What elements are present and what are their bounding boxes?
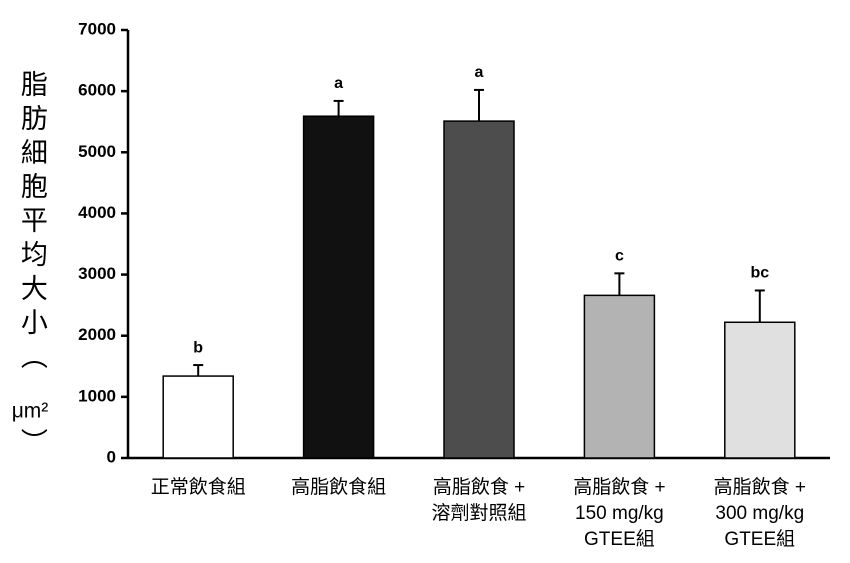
x-tick-label: 正常飲食組 <box>151 476 246 498</box>
x-tick-label: 高脂飲食 + <box>433 476 525 498</box>
y-axis-label-unit: μm² <box>12 400 49 423</box>
y-tick-label: 5000 <box>78 142 116 161</box>
significance-label: b <box>193 339 203 356</box>
y-tick-label: 4000 <box>78 203 116 222</box>
bar <box>162 375 234 459</box>
x-tick-label: 150 mg/kg <box>575 503 664 524</box>
y-tick-label: 2000 <box>78 325 116 344</box>
y-axis-label-end: ） <box>17 428 48 455</box>
y-axis-label: 脂肪細胞平均大小（ <box>17 70 48 376</box>
y-tick-label: 1000 <box>78 386 116 405</box>
x-tick-label: 溶劑對照組 <box>431 502 526 524</box>
x-tick-label: GTEE組 <box>724 528 795 550</box>
x-tick-label: GTEE組 <box>584 528 655 550</box>
bar <box>443 120 515 459</box>
y-tick-label: 3000 <box>78 264 116 283</box>
significance-label: a <box>334 75 343 92</box>
bar <box>302 115 375 459</box>
x-tick-label: 300 mg/kg <box>715 503 804 524</box>
y-tick-label: 7000 <box>78 19 116 38</box>
x-tick-label: 高脂飲食 + <box>714 476 806 498</box>
bar <box>583 294 656 459</box>
x-tick-label: 高脂飲食組 <box>291 476 386 498</box>
significance-label: a <box>475 64 484 81</box>
significance-label: bc <box>750 265 769 282</box>
y-tick-label: 0 <box>107 447 116 466</box>
y-tick-label: 6000 <box>78 81 116 100</box>
significance-label: c <box>615 248 624 265</box>
x-tick-label: 高脂飲食 + <box>573 476 665 498</box>
bar <box>724 321 796 459</box>
